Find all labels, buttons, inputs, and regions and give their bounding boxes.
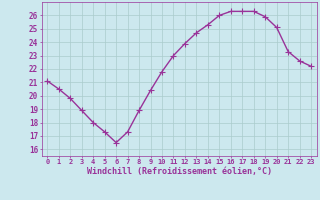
X-axis label: Windchill (Refroidissement éolien,°C): Windchill (Refroidissement éolien,°C) xyxy=(87,167,272,176)
